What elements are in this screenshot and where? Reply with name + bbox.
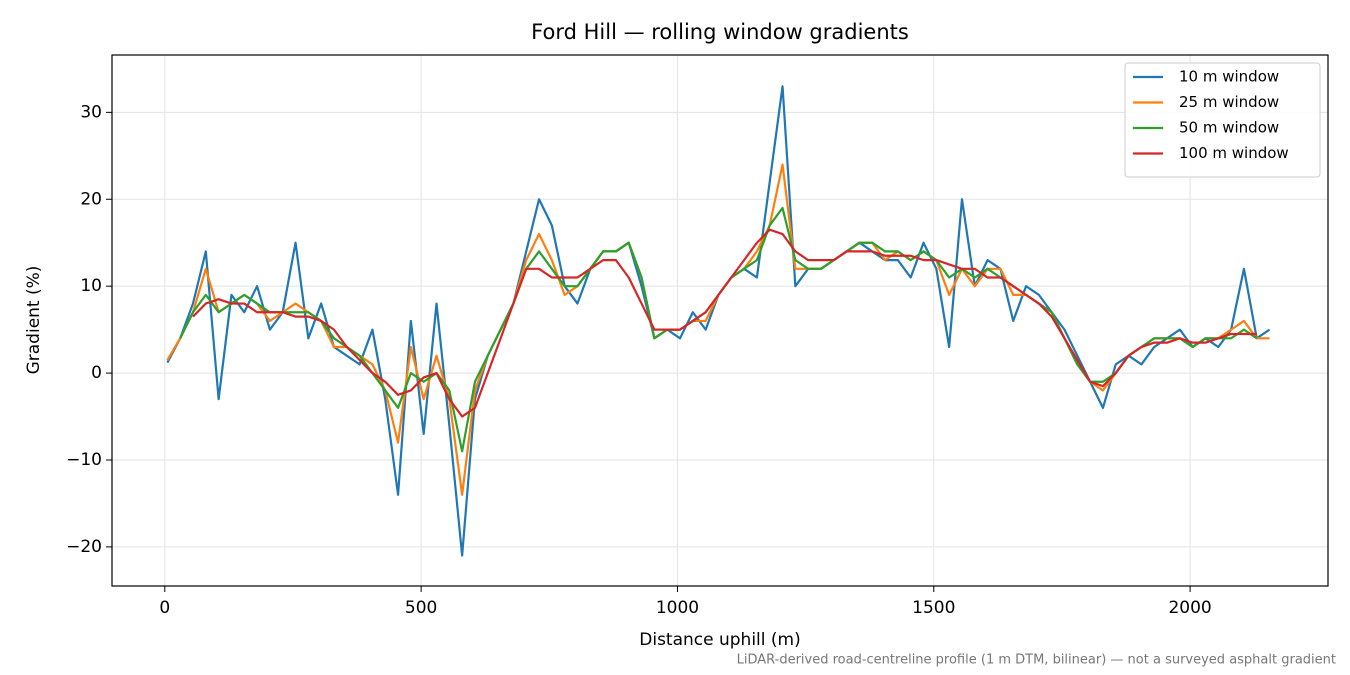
grid — [112, 55, 1328, 586]
x-axis-label: Distance uphill (m) — [639, 630, 800, 650]
y-tick-label: 10 — [80, 276, 102, 296]
y-tick-label: 0 — [91, 363, 102, 383]
y-tick-label: 30 — [80, 102, 102, 122]
x-tick-label: 2000 — [1168, 598, 1211, 618]
footnote: LiDAR-derived road-centreline profile (1… — [737, 653, 1336, 668]
x-tick-label: 1500 — [912, 598, 955, 618]
x-tick-label: 0 — [159, 598, 170, 618]
series-line — [166, 85, 1271, 557]
y-tick-label: −20 — [66, 537, 102, 557]
series-line — [179, 206, 1258, 453]
legend-label: 50 m window — [1179, 119, 1279, 137]
legend-label: 10 m window — [1179, 68, 1279, 86]
legend-box — [1124, 62, 1321, 178]
plot-frame — [111, 54, 1329, 587]
series-line — [192, 228, 1257, 418]
y-tick-label: 20 — [80, 189, 102, 209]
chart-title: Ford Hill — rolling window gradients — [531, 20, 909, 44]
legend-label: 100 m window — [1179, 144, 1289, 162]
x-tick-label: 1000 — [656, 598, 699, 618]
y-tick-label: −10 — [66, 450, 102, 470]
y-axis-label: Gradient (%) — [24, 266, 44, 375]
x-tick-label: 500 — [405, 598, 437, 618]
legend: 10 m window 25 m window 50 m window 100 m w… — [1124, 62, 1321, 178]
legend-label: 25 m window — [1179, 93, 1279, 111]
